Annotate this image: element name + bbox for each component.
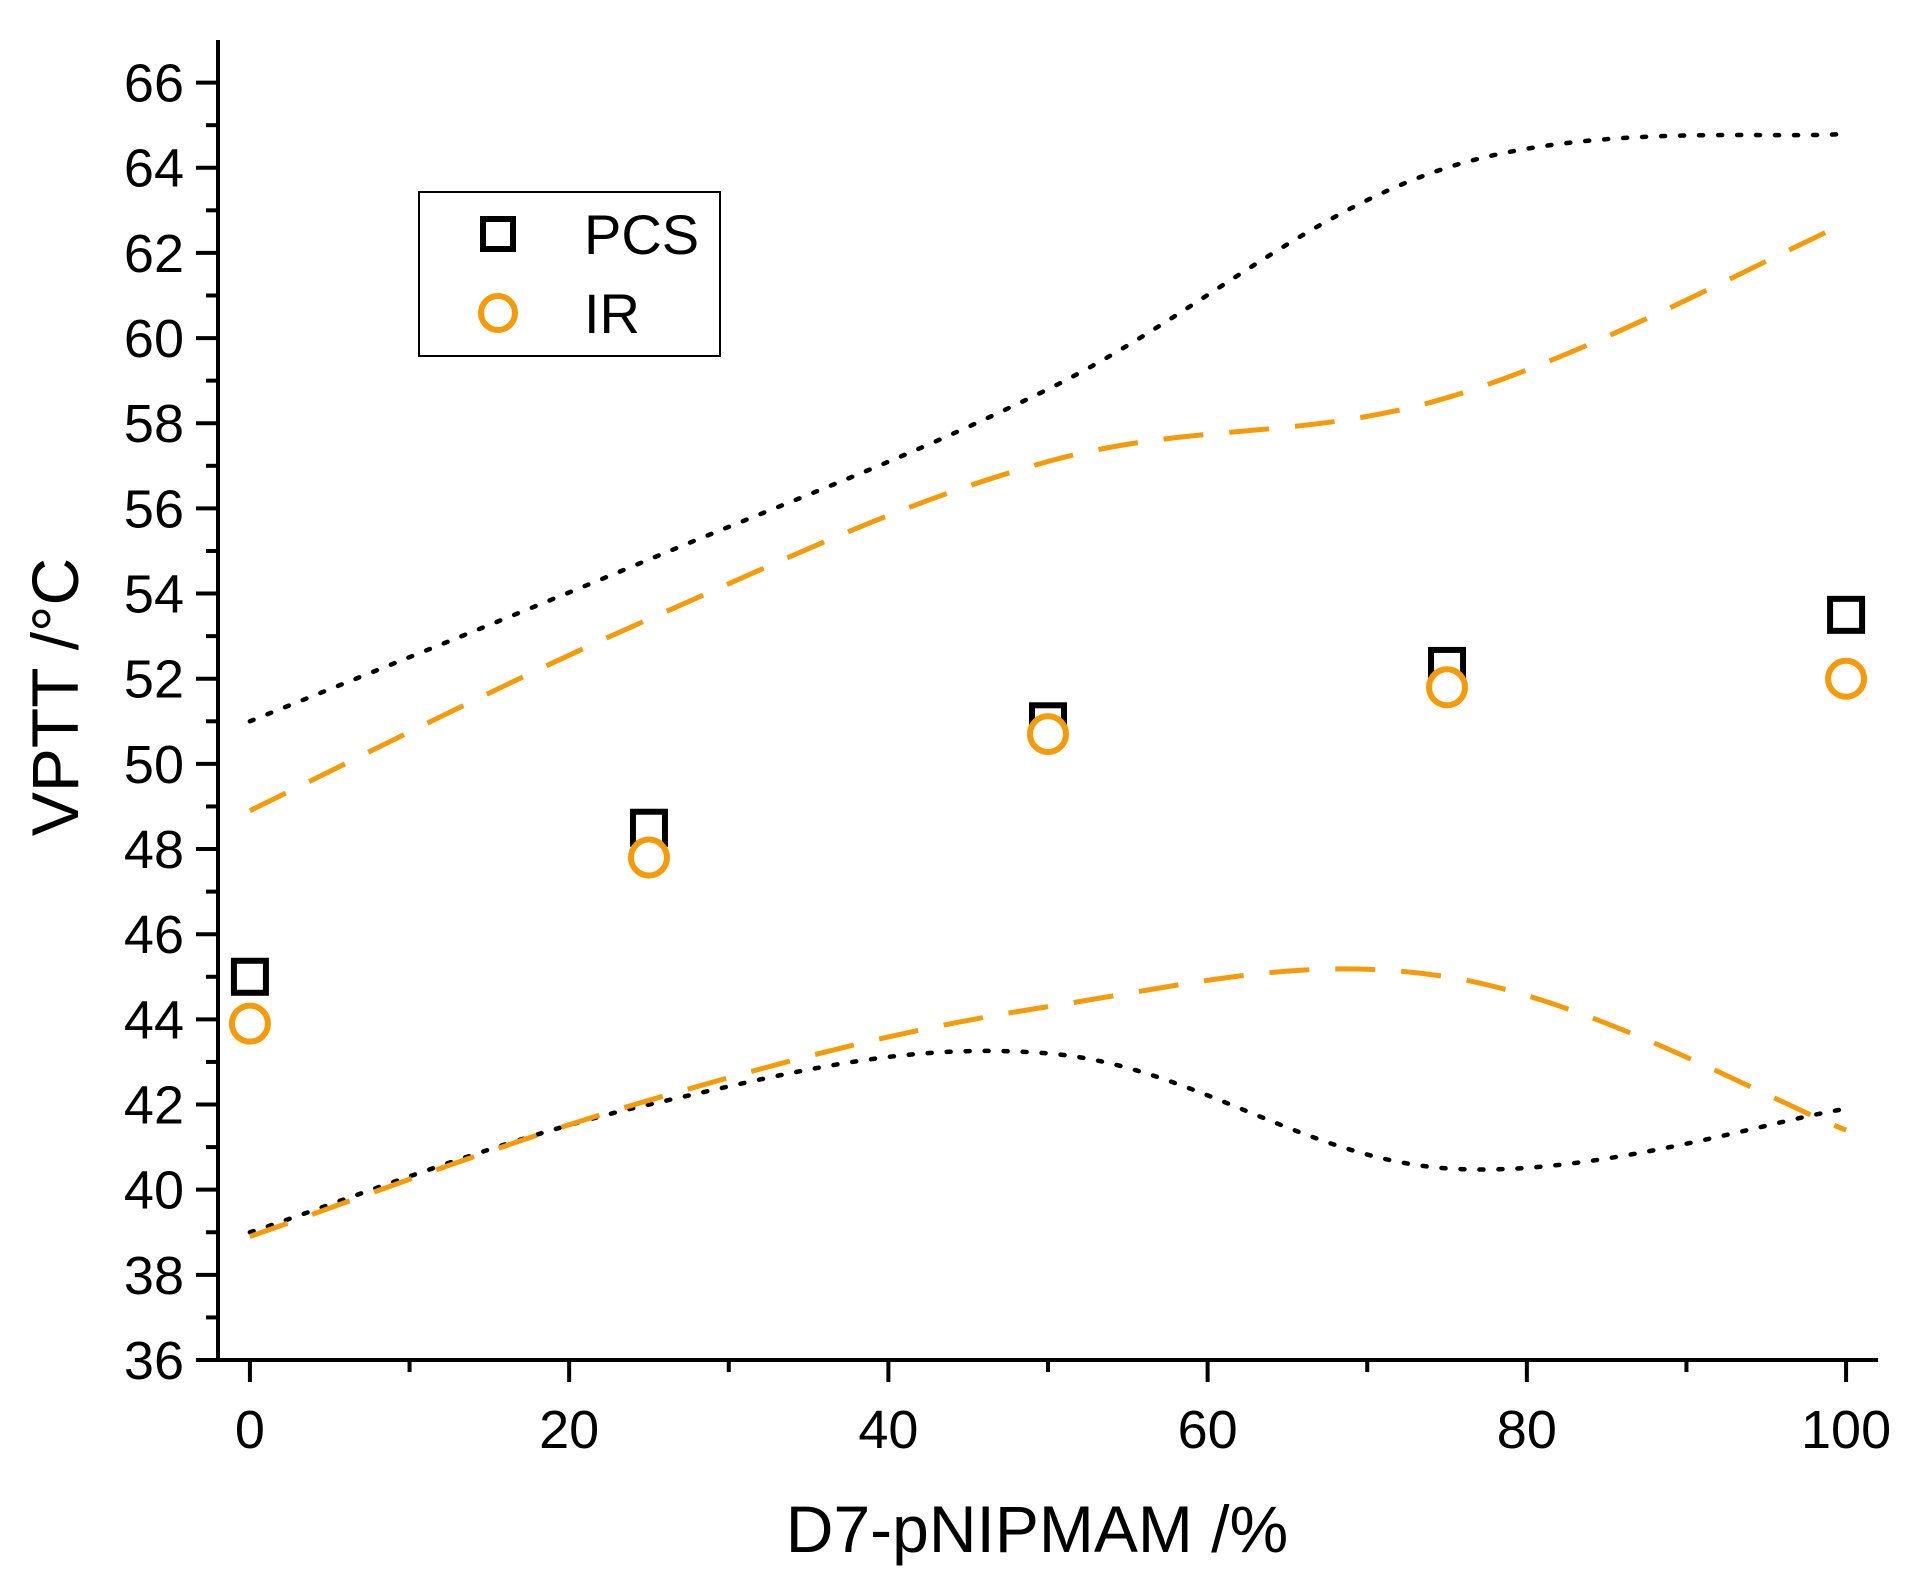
pcs-upper-bound-line xyxy=(247,131,1849,724)
y-tick-label: 58 xyxy=(124,394,184,454)
range-lines-layer xyxy=(247,131,1849,1239)
y-tick-label: 44 xyxy=(124,990,184,1050)
legend-ir-label: IR xyxy=(584,282,640,345)
legend-ir-marker xyxy=(478,293,518,333)
x-tick-label: 0 xyxy=(235,1400,265,1460)
y-tick-label: 40 xyxy=(124,1161,184,1221)
axes-layer: 0 20 40 60 80 100 36 38 40 42 44 46 48 50 52 54 56 58 60 62… xyxy=(124,40,1891,1460)
ir-point xyxy=(228,1002,271,1045)
y-tick-label: 52 xyxy=(124,650,184,710)
ir-point xyxy=(1426,666,1469,709)
y-tick-label: 46 xyxy=(124,905,184,965)
pcs-lower-bound-line xyxy=(247,1048,1849,1235)
x-tick-label: 100 xyxy=(1801,1400,1891,1460)
x-axis-title: D7-pNIPMAM /% xyxy=(786,1492,1288,1566)
x-tick-label: 60 xyxy=(1178,1400,1238,1460)
ir-upper-bound-line xyxy=(248,220,1848,813)
y-tick-label: 64 xyxy=(124,139,184,199)
y-tick-label: 60 xyxy=(124,309,184,369)
legend-pcs-label: PCS xyxy=(584,203,699,266)
ir-point xyxy=(1825,657,1868,700)
ir-point xyxy=(1027,713,1069,756)
x-tick-label: 40 xyxy=(858,1400,918,1460)
pcs-point xyxy=(1827,595,1866,634)
ir-lower-bound-line xyxy=(249,966,1847,1239)
legend: PCS IR xyxy=(418,191,721,357)
y-tick-label: 48 xyxy=(124,820,184,880)
y-tick-label: 50 xyxy=(124,735,184,795)
x-tick-label: 20 xyxy=(539,1400,599,1460)
y-tick-label: 56 xyxy=(124,479,184,539)
y-tick-label: 38 xyxy=(124,1246,184,1306)
y-tick-label: 62 xyxy=(124,224,184,284)
y-tick-label: 54 xyxy=(124,565,184,625)
y-tick-label: 66 xyxy=(124,54,184,114)
legend-box xyxy=(418,191,721,357)
y-tick-label: 36 xyxy=(124,1331,184,1391)
x-tick-label: 80 xyxy=(1497,1400,1557,1460)
y-tick-label: 42 xyxy=(124,1076,184,1136)
pcs-point xyxy=(230,957,269,996)
y-axis-title: VPTT /°C xyxy=(18,558,92,836)
ir-point xyxy=(627,836,670,879)
data-points-layer xyxy=(228,595,1868,1045)
legend-pcs-marker xyxy=(480,216,516,252)
